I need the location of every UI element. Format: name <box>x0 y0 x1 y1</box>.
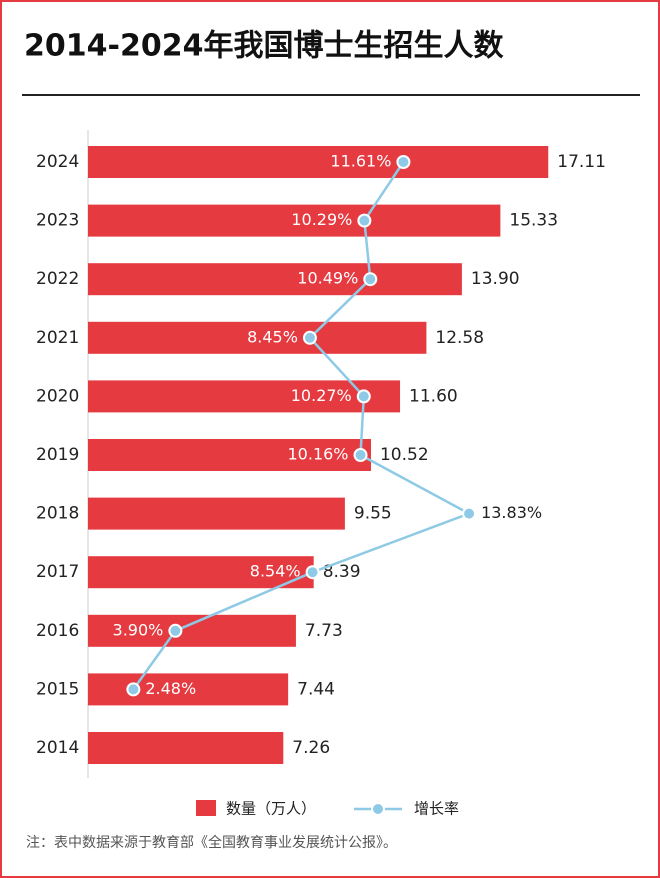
rate-line <box>132 161 473 691</box>
rate-point <box>126 682 141 697</box>
bar <box>88 439 371 471</box>
rate-label: 10.49% <box>297 269 358 288</box>
rate-point <box>305 565 320 580</box>
rate-label: 13.83% <box>481 503 542 522</box>
rate-label: 10.16% <box>288 445 349 464</box>
bar-value-label: 7.26 <box>292 738 330 758</box>
bar <box>88 380 401 413</box>
y-tick-label: 2024 <box>36 152 79 172</box>
y-tick-label: 2021 <box>36 328 79 348</box>
bar-value-label: 10.52 <box>380 445 429 465</box>
bar <box>88 146 549 178</box>
bar <box>88 263 462 296</box>
bar-value-label: 8.39 <box>323 562 361 582</box>
rate-label: 3.90% <box>113 620 164 639</box>
rate-point <box>302 330 317 345</box>
legend-swatch <box>196 800 216 816</box>
bar-value-label: 12.58 <box>435 328 484 348</box>
bar-value-label: 7.44 <box>297 679 335 699</box>
bar-value-label: 17.11 <box>557 152 606 172</box>
rate-point <box>396 155 411 169</box>
rate-point <box>168 623 183 638</box>
rate-point <box>357 213 372 228</box>
bar-value-label: 15.33 <box>509 211 558 231</box>
y-tick-label: 2014 <box>36 738 79 758</box>
y-tick-label: 2022 <box>36 269 79 289</box>
y-tick-label: 2019 <box>36 445 79 465</box>
bar <box>88 204 501 237</box>
chart-title: 2014-2024年我国博士生招生人数 <box>24 29 504 64</box>
bar-value-label: 9.55 <box>354 504 392 524</box>
bar-value-label: 13.90 <box>471 269 520 289</box>
legend-label: 数量（万人） <box>226 800 316 818</box>
bar <box>88 556 314 589</box>
bar <box>88 732 284 764</box>
rate-label: 8.54% <box>250 562 301 581</box>
rate-point <box>462 506 477 521</box>
rate-point <box>353 448 368 462</box>
bar <box>88 673 289 706</box>
rate-point <box>363 272 378 287</box>
y-tick-label: 2015 <box>36 679 79 699</box>
rate-label: 10.29% <box>291 210 352 229</box>
legend-label: 增长率 <box>414 800 459 818</box>
y-tick-label: 2020 <box>36 386 79 406</box>
y-tick-label: 2018 <box>36 504 79 524</box>
rate-label: 8.45% <box>247 327 298 346</box>
rate-point <box>356 389 371 404</box>
bar <box>88 497 345 530</box>
y-tick-label: 2017 <box>36 562 79 582</box>
rate-label: 10.27% <box>291 386 352 405</box>
rate-label: 2.48% <box>145 679 196 698</box>
footnote: 注：表中数据来源于教育部《全国教育事业发展统计公报》。 <box>26 834 397 851</box>
y-tick-label: 2023 <box>36 211 79 231</box>
y-tick-label: 2016 <box>36 621 79 641</box>
bar-value-label: 7.73 <box>305 621 343 641</box>
rate-label: 11.61% <box>330 152 391 171</box>
bar <box>88 614 296 647</box>
legend-dot <box>371 802 385 816</box>
bar-value-label: 11.60 <box>409 386 458 406</box>
bar <box>88 321 427 354</box>
